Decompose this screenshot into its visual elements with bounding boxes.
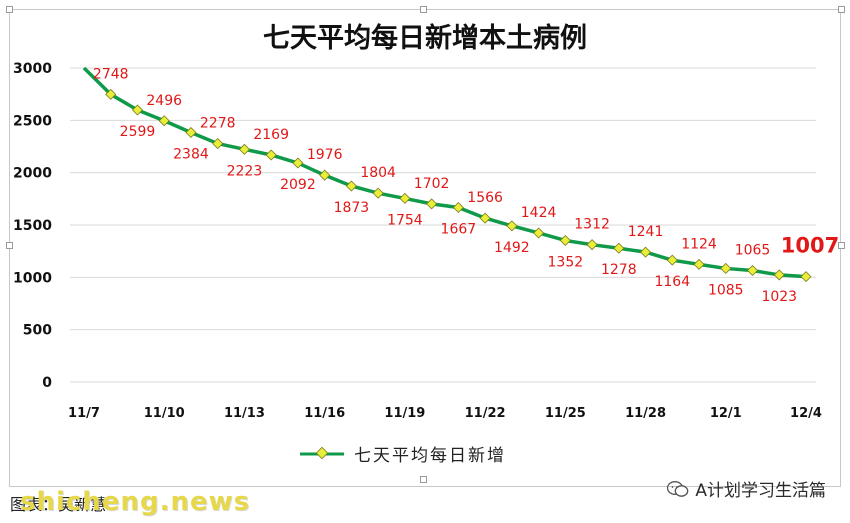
resize-handle-tr[interactable] bbox=[838, 6, 845, 13]
data-point bbox=[666, 254, 678, 266]
data-point bbox=[345, 180, 357, 192]
data-label: 1667 bbox=[441, 222, 477, 238]
data-label: 1312 bbox=[574, 217, 610, 233]
x-tick-label: 11/25 bbox=[545, 406, 586, 421]
data-point bbox=[212, 138, 224, 150]
data-label: 1566 bbox=[467, 190, 503, 206]
data-point bbox=[613, 242, 625, 254]
data-point bbox=[185, 126, 197, 138]
y-tick-label: 2500 bbox=[13, 113, 52, 129]
data-label: 1754 bbox=[387, 212, 423, 228]
y-tick-label: 0 bbox=[42, 375, 52, 391]
data-point bbox=[319, 169, 331, 181]
data-label: 1702 bbox=[414, 176, 450, 192]
resize-handle-mr[interactable] bbox=[838, 242, 845, 249]
x-tick-label: 12/1 bbox=[710, 406, 742, 421]
data-point bbox=[506, 220, 518, 232]
data-point bbox=[773, 269, 785, 281]
data-point bbox=[131, 104, 143, 116]
data-label: 2599 bbox=[120, 124, 156, 140]
data-label: 2748 bbox=[93, 66, 129, 82]
data-label: 1241 bbox=[628, 224, 664, 240]
data-label: 2223 bbox=[227, 163, 263, 179]
data-point bbox=[693, 258, 705, 270]
data-label: 2092 bbox=[280, 177, 316, 193]
data-point bbox=[452, 202, 464, 214]
x-tick-labels: 11/7 11/10 11/13 11/16 11/19 11/22 11/25 11/28 1… bbox=[68, 406, 822, 421]
resize-handle-tl[interactable] bbox=[6, 6, 13, 13]
y-tick-label: 2000 bbox=[13, 166, 52, 182]
data-point bbox=[720, 262, 732, 274]
legend: 七天平均每日新增 bbox=[300, 441, 506, 466]
data-point bbox=[640, 246, 652, 258]
x-tick-label: 11/19 bbox=[384, 406, 425, 421]
data-label: 1976 bbox=[307, 147, 343, 163]
data-point bbox=[586, 239, 598, 251]
data-label: 1278 bbox=[601, 262, 637, 278]
resize-handle-tc[interactable] bbox=[420, 6, 427, 13]
data-label: 1065 bbox=[735, 243, 771, 259]
gridlines bbox=[70, 67, 816, 383]
site-watermark: shicheng.news bbox=[20, 487, 251, 517]
data-point bbox=[533, 227, 545, 239]
resize-handle-bc[interactable] bbox=[420, 476, 427, 483]
data-point bbox=[747, 265, 759, 277]
data-label: 1023 bbox=[761, 289, 797, 305]
y-tick-label: 1500 bbox=[13, 218, 52, 234]
data-label: 1007 bbox=[781, 234, 839, 258]
data-point bbox=[399, 192, 411, 204]
y-tick-labels: 0 500 1000 1500 2000 2500 3000 bbox=[13, 61, 52, 391]
data-label: 2496 bbox=[146, 93, 182, 109]
legend-label: 七天平均每日新增 bbox=[354, 446, 506, 466]
data-labels: 2748 2599 2496 2384 2278 2223 2169 2092 1976 1873… bbox=[93, 66, 839, 305]
data-point bbox=[265, 149, 277, 161]
series-line bbox=[82, 66, 807, 279]
y-tick-label: 1000 bbox=[13, 270, 52, 286]
data-point bbox=[800, 271, 812, 283]
chart-title: 七天平均每日新增本土病例 bbox=[263, 23, 587, 54]
data-label: 2278 bbox=[200, 116, 236, 132]
data-label: 2384 bbox=[173, 146, 209, 162]
x-tick-label: 11/7 bbox=[68, 406, 100, 421]
resize-handle-ml[interactable] bbox=[6, 242, 13, 249]
wechat-account-name: A计划学习生活篇 bbox=[695, 481, 826, 501]
wechat-icon bbox=[667, 480, 689, 497]
data-label: 1804 bbox=[360, 165, 396, 181]
data-label: 1124 bbox=[681, 236, 717, 252]
data-label: 1873 bbox=[334, 200, 370, 216]
x-tick-label: 11/10 bbox=[144, 406, 185, 421]
x-tick-label: 11/16 bbox=[304, 406, 345, 421]
data-label: 1352 bbox=[548, 254, 584, 270]
data-point bbox=[158, 115, 170, 127]
legend-swatch bbox=[300, 446, 344, 459]
data-label: 1424 bbox=[521, 205, 557, 221]
x-tick-label: 11/28 bbox=[625, 406, 666, 421]
data-label: 2169 bbox=[253, 127, 289, 143]
data-point bbox=[238, 143, 250, 155]
data-label: 1085 bbox=[708, 282, 744, 298]
data-label: 1492 bbox=[494, 240, 530, 256]
y-tick-label: 500 bbox=[23, 323, 52, 339]
data-label: 1164 bbox=[654, 274, 690, 290]
chart-area bbox=[9, 9, 841, 487]
wechat-account[interactable]: A计划学习生活篇 bbox=[667, 476, 826, 501]
data-point bbox=[105, 88, 117, 100]
x-tick-label: 12/4 bbox=[790, 406, 822, 421]
data-point bbox=[426, 198, 438, 210]
series-layer bbox=[82, 66, 812, 283]
chart-credit: 图表：吴新慧 bbox=[10, 495, 107, 514]
data-point bbox=[479, 212, 491, 224]
x-tick-label: 11/13 bbox=[224, 406, 265, 421]
data-point bbox=[559, 234, 571, 247]
x-tick-label: 11/22 bbox=[465, 406, 506, 421]
data-point bbox=[292, 157, 304, 169]
data-point bbox=[372, 187, 384, 199]
y-tick-label: 3000 bbox=[13, 61, 52, 77]
